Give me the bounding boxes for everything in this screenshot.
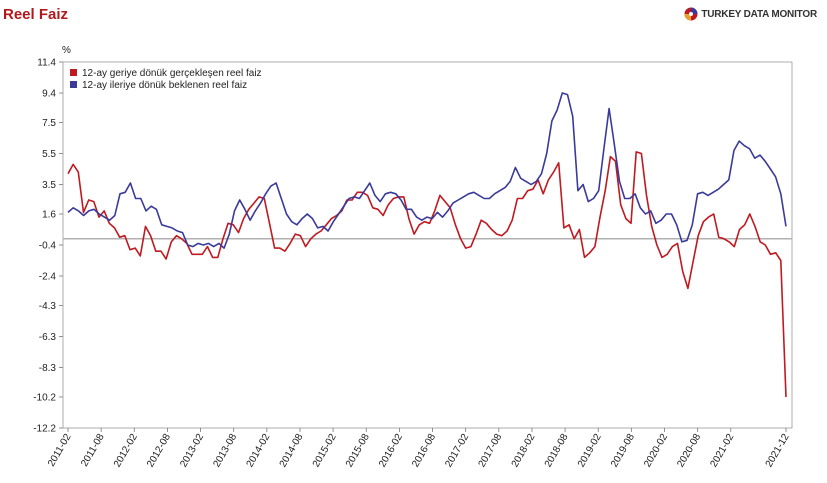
y-tick-label: 9.4 — [42, 89, 56, 100]
y-tick-label: -0.4 — [39, 241, 57, 252]
x-tick-label: 2019-02 — [576, 432, 604, 470]
brand-logo: TURKEY DATA MONITOR — [684, 7, 817, 21]
plot-area — [62, 61, 793, 429]
x-tick-label: 2015-02 — [311, 432, 339, 470]
y-tick-label: -12.2 — [33, 424, 56, 435]
y-tick-label: -8.3 — [39, 363, 57, 374]
legend-swatch-expected — [70, 81, 77, 88]
y-axis-unit: % — [62, 45, 71, 56]
y-tick-label: -6.3 — [39, 332, 57, 343]
x-tick-label: 2020-02 — [642, 432, 670, 470]
x-tick-label: 2016-08 — [410, 432, 438, 470]
x-tick-label: 2016-02 — [377, 432, 405, 470]
y-tick-label: 5.5 — [42, 149, 56, 160]
x-tick-label: 2019-08 — [609, 432, 637, 470]
x-tick-label: 2020-08 — [675, 432, 703, 470]
series-line-realized — [67, 151, 787, 398]
series-line-expected — [67, 92, 787, 249]
x-tick-label: 2017-02 — [443, 432, 471, 470]
x-tick-label: 2021-02 — [708, 432, 736, 470]
y-tick-label: -2.4 — [39, 272, 57, 283]
x-tick-label: 2011-02 — [46, 432, 74, 469]
x-tick-label: 2014-08 — [278, 432, 306, 470]
y-tick-label: 7.5 — [42, 118, 56, 129]
legend-label-realized: 12-ay geriye dönük gerçekleşen reel faiz — [82, 68, 262, 79]
globe-logo-icon — [684, 7, 698, 21]
x-tick-label: 2012-08 — [145, 432, 173, 470]
legend-swatch-realized — [70, 69, 77, 76]
y-tick-label: 3.5 — [42, 180, 56, 191]
x-tick-label: 2013-02 — [178, 432, 206, 470]
x-tick-label: 2013-08 — [211, 432, 239, 470]
y-tick-label: 11.4 — [37, 58, 56, 69]
x-tick-label: 2014-02 — [245, 432, 273, 470]
y-tick-label: -4.3 — [39, 301, 57, 312]
legend: 12-ay geriye dönük gerçekleşen reel faiz… — [70, 68, 262, 91]
y-tick-label: 1.6 — [42, 209, 56, 220]
y-tick-label: -10.2 — [33, 392, 56, 403]
legend-label-expected: 12-ay ileriye dönük beklenen reel faiz — [82, 80, 247, 91]
x-tick-label: 2017-08 — [477, 432, 505, 470]
x-tick-label: 2018-08 — [543, 432, 571, 470]
x-tick-label: 2018-02 — [510, 432, 538, 470]
page-title: Reel Faiz — [3, 6, 69, 23]
x-tick-label: 2021-12 — [764, 432, 792, 470]
x-tick-label: 2015-08 — [344, 432, 372, 470]
x-tick-label: 2011-08 — [79, 432, 107, 469]
x-tick-label: 2012-02 — [112, 432, 140, 470]
brand-name: TURKEY DATA MONITOR — [701, 8, 817, 20]
